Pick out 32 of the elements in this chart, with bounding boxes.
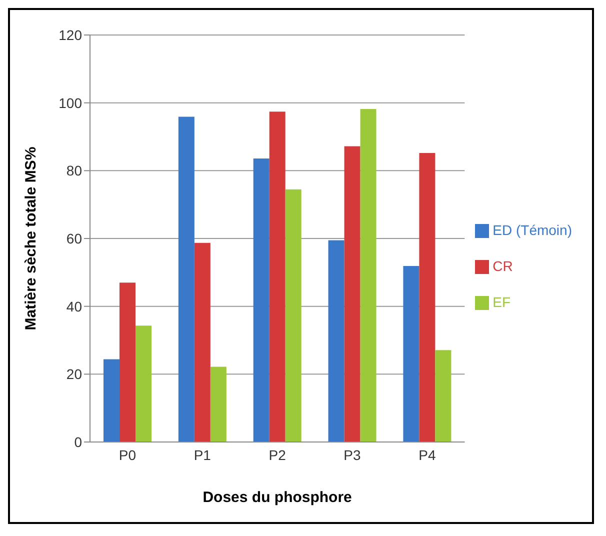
bar <box>103 359 120 442</box>
y-tick-label: 40 <box>66 298 82 314</box>
x-tick-label: P1 <box>194 446 212 463</box>
y-tick-label: 120 <box>58 26 82 43</box>
bar <box>285 189 302 442</box>
bar <box>403 266 420 442</box>
x-tick-label: P4 <box>418 446 436 463</box>
bar <box>194 242 210 442</box>
bar <box>328 240 344 442</box>
y-tick-label: 0 <box>74 434 82 450</box>
legend-label: ED (Témoin) <box>492 222 572 238</box>
legend-label: EF <box>492 294 511 310</box>
bar <box>210 366 226 442</box>
bar <box>178 116 194 442</box>
bar <box>269 112 286 442</box>
bar <box>119 282 136 442</box>
bar <box>435 350 452 442</box>
x-tick-label: P3 <box>344 446 362 463</box>
bar <box>360 108 376 442</box>
bar <box>135 326 152 442</box>
bar <box>253 158 270 442</box>
x-tick-label: P2 <box>268 446 286 463</box>
y-tick-label: 100 <box>58 94 82 111</box>
x-axis-title: Doses du phosphore <box>202 489 352 506</box>
x-tick-label: P0 <box>118 446 136 463</box>
y-tick-label: 80 <box>66 162 82 179</box>
y-tick-label: 20 <box>66 366 82 382</box>
y-axis-title: Matière sèche totale MS% <box>22 146 40 330</box>
y-tick-label: 60 <box>66 230 82 246</box>
legend-label: CR <box>492 258 513 274</box>
bar <box>419 153 436 442</box>
bar <box>344 146 360 442</box>
